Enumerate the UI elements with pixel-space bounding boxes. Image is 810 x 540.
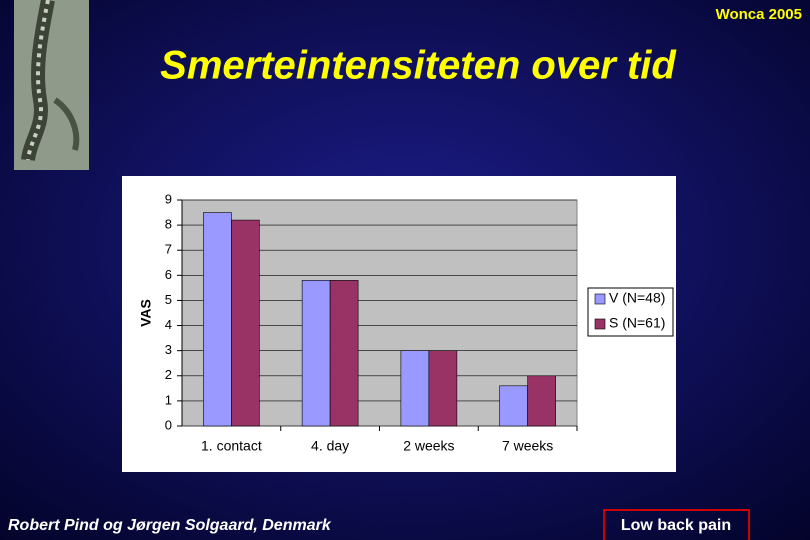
bar [329,280,359,427]
slide-title: Smerteintensiteten over tid [160,44,677,88]
x-tick-label: 1. contact [201,438,262,454]
y-tick-label: 4 [165,317,172,332]
legend-swatch [594,293,606,305]
bar [499,385,528,427]
y-tick-label: 7 [165,242,172,257]
y-tick-label: 0 [165,417,172,432]
topic-box [603,509,750,540]
y-tick-label: 5 [165,292,172,307]
slide-tag: Wonca 2005 [716,6,802,23]
y-axis-label: VAS [138,299,154,327]
bar [231,219,260,427]
y-tick-label: 8 [165,217,172,232]
y-tick-label: 1 [165,392,172,407]
topic: Low back pain [621,517,731,534]
bar [400,350,430,427]
x-tick-label: 7 weeks [502,438,553,454]
spine-image [14,0,89,170]
y-tick-label: 3 [165,342,172,357]
bar [203,212,232,427]
bar [301,280,331,427]
x-tick-label: 4. day [311,438,349,454]
x-tick-label: 2 weeks [403,438,454,454]
bar [527,375,556,427]
y-tick-label: 6 [165,267,172,282]
y-tick-label: 2 [165,367,172,382]
y-tick-label: 9 [165,191,172,206]
legend-label: V (N=48) [609,290,665,306]
bar [428,350,458,427]
author: Robert Pind og Jørgen Solgaard, Denmark [8,517,332,534]
legend-label: S (N=61) [609,315,665,331]
legend-swatch [594,318,606,330]
